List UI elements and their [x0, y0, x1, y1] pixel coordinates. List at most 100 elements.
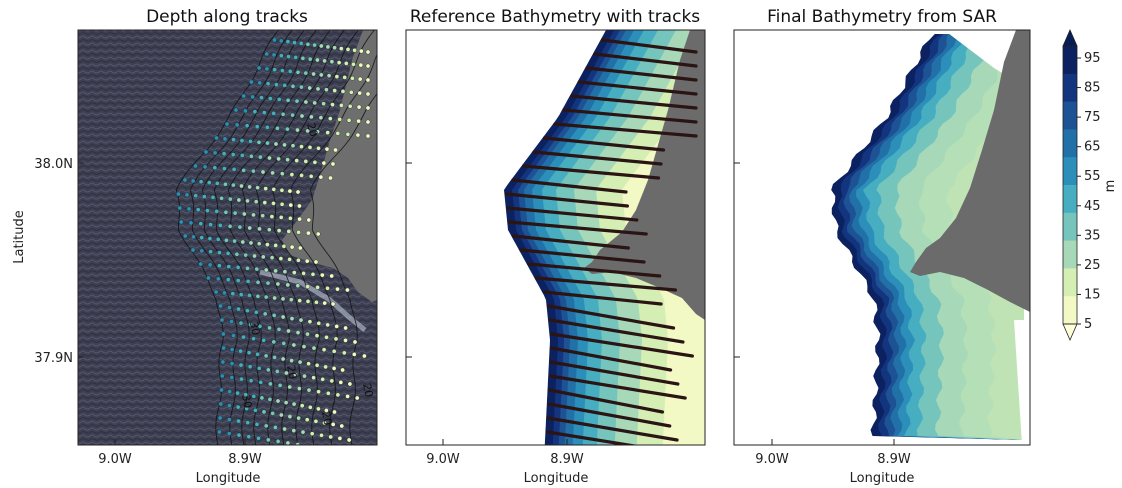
track-depth-point	[272, 37, 277, 43]
track-depth-point	[324, 146, 330, 152]
track-depth-point	[229, 375, 235, 380]
reference-track	[549, 360, 680, 386]
colorbar-tick-label: 85	[1084, 81, 1101, 96]
track-depth-point	[297, 216, 302, 222]
track-depth-point	[276, 228, 282, 233]
track-depth-point	[221, 331, 226, 337]
depth-contour-line	[189, 30, 293, 445]
track-depth-point	[280, 356, 286, 362]
track-depth-point	[184, 192, 190, 198]
track-depth-point	[340, 89, 346, 94]
track-depth-point	[337, 436, 343, 441]
track-depth-point	[272, 295, 277, 301]
track-depth-point	[330, 422, 336, 427]
reference-track	[504, 192, 630, 208]
track-depth-point	[316, 406, 321, 412]
track-depth-point	[301, 344, 307, 349]
track-depth-point	[227, 223, 233, 229]
panel-frame-3	[733, 29, 1031, 446]
reference-track	[546, 304, 676, 330]
track-depth-point	[226, 431, 232, 436]
reference-track	[548, 374, 687, 400]
depth-contour-line	[255, 30, 359, 445]
track-depth-point	[218, 303, 223, 309]
colorbar-segment	[1063, 73, 1077, 103]
colorbar-tick-label: 45	[1084, 199, 1101, 214]
contour-label: 20	[284, 364, 299, 380]
track-depth-point	[221, 151, 227, 156]
track-depth-point	[254, 421, 260, 427]
track-depth-point	[246, 350, 252, 356]
track-depth-point	[262, 200, 268, 205]
track-depth-point	[265, 437, 271, 443]
track-depth-point	[284, 370, 289, 376]
track-depth-point	[195, 207, 201, 212]
track-depth-point	[271, 201, 276, 206]
track-depth-point	[198, 179, 204, 184]
track-depth-point	[272, 67, 278, 72]
track-depth-point	[177, 205, 183, 211]
track-depth-point	[289, 244, 295, 250]
track-depth-point	[273, 268, 278, 274]
track-depth-point	[188, 220, 194, 226]
track-depth-point	[287, 414, 293, 419]
track-depth-point	[270, 411, 276, 416]
track-depth-point	[307, 85, 313, 91]
track-depth-point	[330, 102, 335, 107]
track-depth-point	[339, 423, 345, 429]
track-depth-point	[287, 69, 293, 74]
depth-contour-line	[227, 30, 331, 445]
y-tick-label-38n: 38.0N	[34, 157, 73, 172]
reference-track	[562, 108, 698, 124]
track-depth-point	[297, 203, 302, 209]
track-depth-point	[208, 249, 213, 254]
track-depth-point	[314, 333, 320, 339]
track-depth-point	[331, 366, 337, 371]
track-depth-point	[325, 322, 331, 328]
track-depth-point	[243, 392, 248, 398]
track-depth-point	[259, 95, 264, 100]
track-depth-point	[236, 432, 242, 438]
track-depth-point	[351, 62, 356, 67]
track-depth-point	[263, 294, 269, 300]
panel-reference-bathymetry: Reference Bathymetry with tracks 9.0W 8.…	[405, 7, 706, 486]
track-depth-point	[333, 147, 338, 153]
track-depth-point	[306, 361, 311, 367]
track-depth-point	[256, 241, 262, 246]
track-depth-point	[234, 251, 240, 257]
colorbar-tick-label: 15	[1084, 287, 1101, 302]
track-depth-point	[252, 253, 257, 259]
track-depth-point	[279, 171, 285, 176]
track-depth-point	[294, 158, 300, 163]
depth-colorbar: 95 85 75 65 55 45 35 25 15 5 m	[1062, 29, 1118, 341]
reference-track	[511, 178, 628, 194]
track-depth-point	[260, 169, 266, 175]
land-mass-3	[910, 30, 1030, 312]
track-depth-point	[311, 375, 316, 381]
track-depth-point	[219, 373, 225, 379]
x-tick-label-9-0w: 9.0W	[755, 452, 789, 467]
track-depth-point	[285, 98, 291, 103]
track-depth-point	[358, 62, 364, 68]
track-depth-point	[253, 199, 259, 204]
track-depth-point	[239, 153, 245, 158]
track-depth-point	[225, 277, 231, 283]
reference-track	[545, 430, 639, 445]
track-depth-point	[309, 114, 314, 120]
track-depth-point	[300, 429, 306, 435]
track-depth-point	[246, 434, 252, 440]
colorbar-ticks: 95 85 75 65 55 45 35 25 15 5	[1077, 51, 1101, 332]
track-depth-point	[318, 72, 324, 78]
track-depth-point	[274, 369, 280, 374]
track-depth-point	[271, 111, 277, 116]
track-depth-point	[229, 361, 235, 366]
depth-contour-line	[271, 30, 375, 445]
colorbar-tick-label: 75	[1084, 110, 1101, 125]
track-depth-point	[260, 213, 266, 218]
track-depth-point	[244, 406, 249, 412]
track-depth-point	[176, 191, 181, 197]
track-depth-point	[238, 348, 243, 354]
track-depth-point	[201, 194, 207, 199]
y-axis-label: Latitude	[12, 210, 27, 264]
track-depth-point	[267, 397, 273, 402]
